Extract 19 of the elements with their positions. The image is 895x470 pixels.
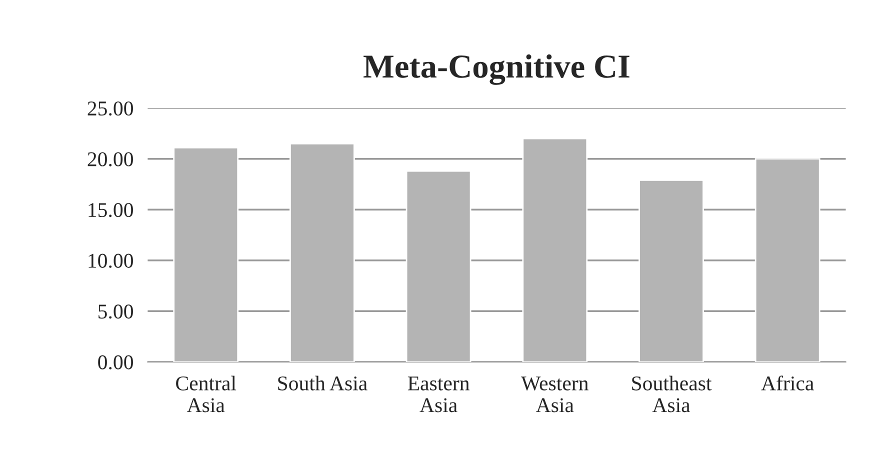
y-tick-label: 25.00 (88, 101, 133, 116)
y-tick-label: 10.00 (88, 254, 133, 268)
bar (638, 179, 704, 362)
x-tick-label: Southeast Asia (632, 376, 712, 412)
x-tick-label: Central Asia (176, 376, 236, 412)
bar (406, 170, 472, 362)
x-tick-label: Western Asia (521, 376, 588, 412)
x-tick-label: Eastern Asia (408, 376, 470, 412)
bar (754, 158, 820, 362)
y-tick-label: 20.00 (88, 152, 133, 166)
bar (290, 142, 355, 362)
chart-title: Meta-Cognitive CI (364, 54, 630, 85)
x-tick-label: South Asia (278, 376, 368, 390)
bar (522, 138, 588, 362)
y-tick-label: 5.00 (98, 304, 133, 319)
bar (173, 147, 239, 362)
y-tick-label: 15.00 (88, 202, 133, 218)
x-tick-label: Africa (761, 376, 814, 390)
y-tick-label: 0.00 (98, 355, 133, 370)
